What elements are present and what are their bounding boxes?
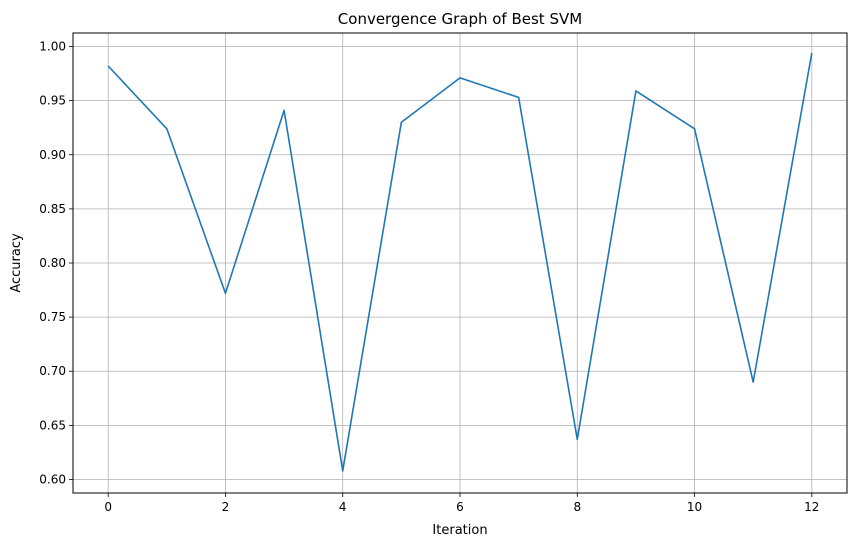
x-tick-label: 10 (687, 500, 702, 514)
y-tick-label: 0.85 (39, 202, 66, 216)
x-tick-label: 4 (339, 500, 347, 514)
x-tick-label: 8 (573, 500, 581, 514)
grid (73, 33, 847, 493)
x-axis-label: Iteration (432, 523, 487, 538)
series-layer (107, 52, 813, 472)
y-tick-label: 0.95 (39, 94, 66, 108)
y-tick-label: 0.70 (39, 364, 66, 378)
x-tick-label: 2 (222, 500, 230, 514)
x-tick-label: 12 (804, 500, 819, 514)
y-tick-label: 0.75 (39, 310, 66, 324)
y-axis-label: Accuracy (9, 233, 24, 293)
chart-title: Convergence Graph of Best SVM (338, 10, 582, 28)
y-tick-label: 0.65 (39, 418, 66, 432)
x-tick-label: 6 (456, 500, 464, 514)
x-tick-label: 0 (104, 500, 112, 514)
y-tick-label: 0.60 (39, 472, 66, 486)
y-tick-label: 0.80 (39, 256, 66, 270)
y-tick-label: 0.90 (39, 148, 66, 162)
y-tick-label: 1.00 (39, 40, 66, 54)
series-line (107, 52, 813, 472)
ticks: 0 2 4 6 8 10 12 0.60 0.65 0.70 0.75 0.80 0.85 0.90 0.9… (39, 40, 819, 514)
